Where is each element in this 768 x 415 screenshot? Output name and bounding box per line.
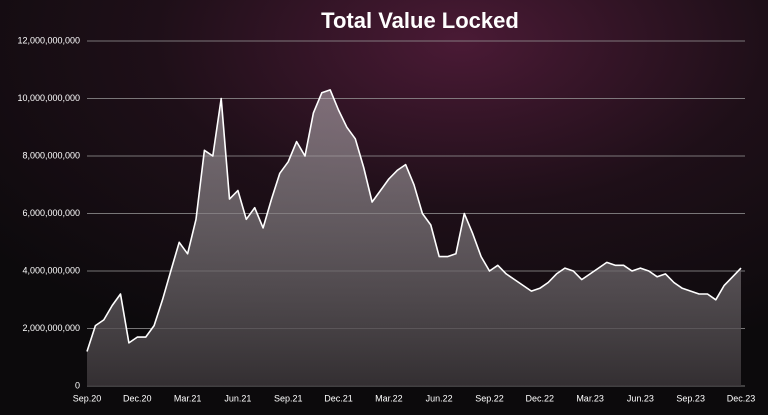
x-tick-label: Mar.21 <box>174 393 202 403</box>
x-tick-label: Dec.20 <box>123 393 152 403</box>
x-tick-label: Dec.23 <box>727 393 756 403</box>
x-tick-label: Jun.23 <box>627 393 654 403</box>
x-tick-label: Sep.20 <box>73 393 102 403</box>
line <box>86 89 742 352</box>
y-tick-label: 0 <box>75 380 80 390</box>
x-tick-label: Dec.21 <box>324 393 353 403</box>
chart-title: Total Value Locked <box>321 8 519 33</box>
x-tick-label: Jun.21 <box>224 393 251 403</box>
y-tick-label: 4,000,000,000 <box>22 265 80 275</box>
y-tick-label: 12,000,000,000 <box>17 35 80 45</box>
y-tick-label: 6,000,000,000 <box>22 208 80 218</box>
area <box>87 89 741 387</box>
x-tick-label: Mar.23 <box>576 393 604 403</box>
x-tick-label: Sep.23 <box>676 393 705 403</box>
y-tick-label: 8,000,000,000 <box>22 150 80 160</box>
x-tick-label: Sep.22 <box>475 393 504 403</box>
x-tick-label: Sep.21 <box>274 393 303 403</box>
x-tick-label: Jun.22 <box>426 393 453 403</box>
x-tick-label: Dec.22 <box>526 393 555 403</box>
y-tick-label: 2,000,000,000 <box>22 323 80 333</box>
x-tick-label: Mar.22 <box>375 393 403 403</box>
y-tick-label: 10,000,000,000 <box>17 93 80 103</box>
